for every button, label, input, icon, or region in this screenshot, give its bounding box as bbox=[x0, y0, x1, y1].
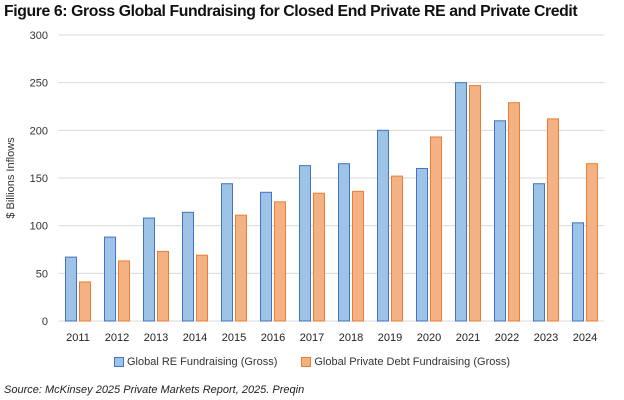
y-tick-label: 100 bbox=[30, 221, 48, 233]
bar-re-2012 bbox=[104, 236, 116, 322]
x-tick-label: 2024 bbox=[573, 332, 597, 344]
x-tick-label: 2022 bbox=[495, 332, 519, 344]
bar-debt-2013 bbox=[157, 250, 169, 322]
y-tick-label: 300 bbox=[30, 30, 48, 42]
bar-re-2024 bbox=[572, 222, 584, 322]
bar-re-2020 bbox=[416, 167, 428, 322]
bar-re-2011 bbox=[65, 256, 77, 322]
bar-re-2014 bbox=[182, 211, 194, 322]
x-tick-label: 2016 bbox=[261, 332, 285, 344]
x-tick-label: 2020 bbox=[417, 332, 441, 344]
x-tick-label: 2017 bbox=[300, 332, 324, 344]
legend-label-re: Global RE Fundraising (Gross) bbox=[126, 356, 278, 368]
y-tick-label: 0 bbox=[42, 316, 48, 328]
y-tick-label: 50 bbox=[36, 268, 48, 280]
legend-item-re: Global RE Fundraising (Gross) bbox=[113, 356, 278, 368]
bar-debt-2019 bbox=[391, 175, 403, 322]
bar-debt-2020 bbox=[430, 136, 442, 322]
bar-debt-2016 bbox=[274, 201, 286, 322]
legend: Global RE Fundraising (Gross) Global Pri… bbox=[0, 356, 624, 368]
legend-swatch-re bbox=[113, 357, 124, 367]
chart-title: Figure 6: Gross Global Fundraising for C… bbox=[4, 3, 578, 20]
x-tick-label: 2023 bbox=[534, 332, 558, 344]
x-tick-label: 2021 bbox=[456, 332, 480, 344]
x-tick-label: 2019 bbox=[378, 332, 402, 344]
bar-debt-2024 bbox=[586, 163, 598, 322]
y-axis-label: $ Billions Inflows bbox=[5, 137, 17, 219]
bar-debt-2021 bbox=[469, 85, 481, 322]
legend-item-debt: Global Private Debt Fundraising (Gross) bbox=[301, 356, 510, 368]
x-tick-label: 2011 bbox=[66, 332, 90, 344]
x-tick-label: 2018 bbox=[339, 332, 363, 344]
bar-debt-2014 bbox=[196, 254, 208, 322]
bar-re-2023 bbox=[533, 183, 545, 322]
bar-debt-2011 bbox=[79, 281, 91, 322]
bar-debt-2022 bbox=[508, 102, 520, 322]
bar-re-2022 bbox=[494, 120, 506, 322]
x-tick-label: 2015 bbox=[222, 332, 246, 344]
bar-re-2019 bbox=[377, 129, 389, 322]
bar-re-2015 bbox=[221, 183, 233, 322]
bar-re-2017 bbox=[299, 165, 311, 322]
x-tick-label: 2014 bbox=[183, 332, 207, 344]
legend-label-debt: Global Private Debt Fundraising (Gross) bbox=[314, 356, 511, 368]
bar-re-2021 bbox=[455, 82, 467, 322]
bar-debt-2017 bbox=[313, 192, 325, 322]
bar-re-2018 bbox=[338, 163, 350, 322]
y-tick-label: 250 bbox=[30, 78, 48, 90]
bar-debt-2023 bbox=[547, 118, 559, 322]
x-tick-label: 2012 bbox=[105, 332, 129, 344]
x-tick-label: 2013 bbox=[144, 332, 168, 344]
y-tick-label: 150 bbox=[30, 173, 48, 185]
source-note: Source: McKinsey 2025 Private Markets Re… bbox=[4, 384, 305, 396]
legend-swatch-debt bbox=[301, 357, 312, 367]
bar-debt-2012 bbox=[118, 260, 130, 322]
bar-re-2013 bbox=[143, 217, 155, 322]
bar-re-2016 bbox=[260, 191, 272, 322]
bar-debt-2015 bbox=[235, 214, 247, 322]
y-tick-label: 200 bbox=[30, 125, 48, 137]
bar-debt-2018 bbox=[352, 190, 364, 322]
